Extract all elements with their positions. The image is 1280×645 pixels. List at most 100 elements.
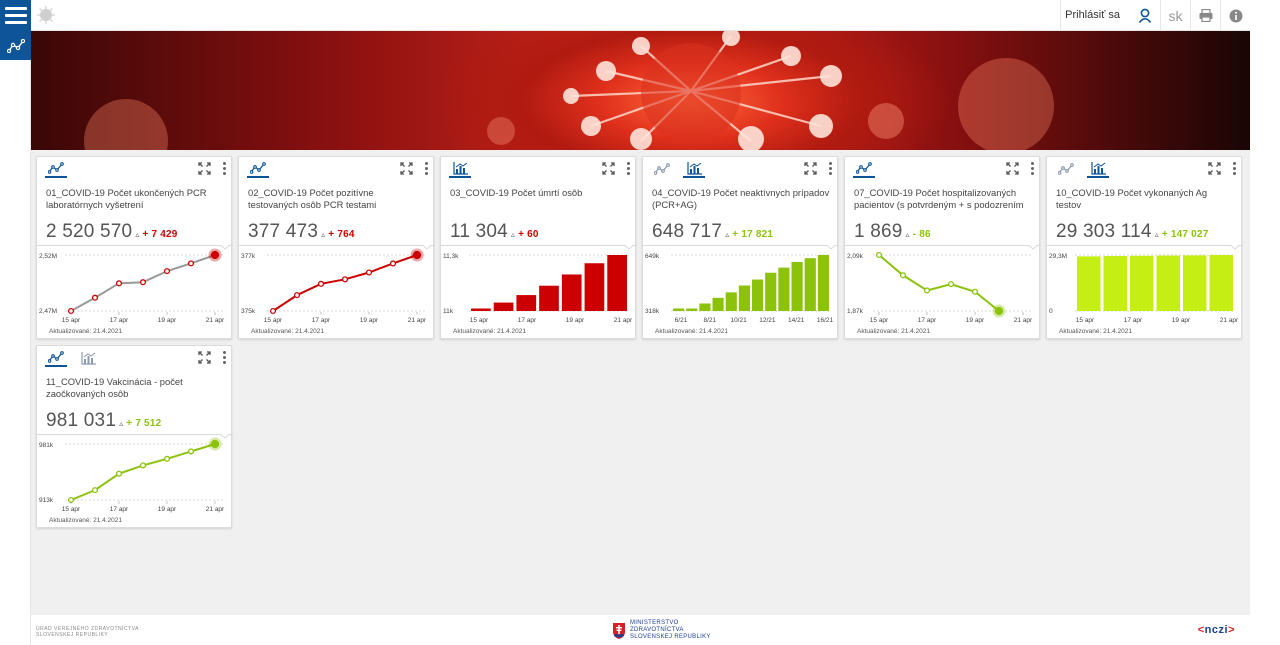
delta-triangle-icon: ▵ xyxy=(905,230,910,239)
card-value: 377 473 xyxy=(248,221,319,242)
hamburger-menu-button[interactable] xyxy=(0,0,31,31)
more-options-icon[interactable] xyxy=(828,162,832,175)
expand-icon[interactable] xyxy=(602,162,615,175)
data-point xyxy=(994,306,1004,316)
updated-timestamp: Aktualizované: 21.4.2021 xyxy=(251,328,324,335)
print-icon[interactable] xyxy=(1190,0,1220,31)
bar xyxy=(539,285,559,311)
card-value-row: 1 869 ▵ - 86 xyxy=(854,221,931,243)
tab-bar-chart[interactable] xyxy=(683,160,705,178)
more-options-icon[interactable] xyxy=(1030,162,1034,175)
ministry-line3: SLOVENSKEJ REPUBLIKY xyxy=(630,634,711,640)
dashboard-nav-button[interactable] xyxy=(0,31,31,60)
more-options-icon[interactable] xyxy=(424,162,428,175)
expand-icon[interactable] xyxy=(400,162,413,175)
card-delta: + 764 xyxy=(328,229,355,240)
expand-icon[interactable] xyxy=(198,351,211,364)
x-tick-label: 21 apr xyxy=(614,317,633,324)
card-value-row: 2 520 570 ▵ + 7 429 xyxy=(46,221,178,243)
x-tick-label: 19 apr xyxy=(158,506,177,513)
card-delta: + 17 821 xyxy=(732,229,774,240)
card-header xyxy=(1047,157,1241,181)
tab-line-chart[interactable] xyxy=(45,160,67,178)
card-value-row: 648 717 ▵ + 17 821 xyxy=(652,221,773,243)
card-header xyxy=(37,157,231,181)
x-tick-label: 12/21 xyxy=(759,317,776,324)
nczi-logo[interactable]: <nczi> xyxy=(1197,624,1235,636)
dashboard-card[interactable]: 01_COVID-19 Počet ukončených PCR laborat… xyxy=(36,156,233,339)
chart-top-border xyxy=(643,245,839,250)
expand-icon[interactable] xyxy=(1208,162,1221,175)
card-delta: + 147 027 xyxy=(1161,229,1209,240)
x-tick-label: 8/21 xyxy=(703,317,716,324)
data-point xyxy=(139,462,147,469)
updated-timestamp: Aktualizované: 21.4.2021 xyxy=(453,328,526,335)
card-value: 1 869 xyxy=(854,221,903,242)
uvz-logo[interactable]: ÚRAD VEREJNÉHO ZDRAVOTNÍCTVA SLOVENSKEJ … xyxy=(36,626,139,638)
data-point xyxy=(187,448,195,455)
dashboard-card[interactable]: 07_COVID-19 Počet hospitalizovaných paci… xyxy=(844,156,1041,339)
data-point xyxy=(187,260,195,267)
bar xyxy=(607,255,627,311)
trend-icon xyxy=(6,38,25,53)
bar xyxy=(738,285,750,311)
tab-line-chart[interactable] xyxy=(651,160,673,178)
delta-triangle-icon: ▵ xyxy=(1154,230,1159,239)
x-tick-label: 17 apr xyxy=(110,506,129,513)
expand-icon[interactable] xyxy=(804,162,817,175)
more-options-icon[interactable] xyxy=(222,162,226,175)
card-chart: 377k 375k 15 apr 17 apr 19 apr 21 apr xyxy=(239,245,435,324)
card-value-row: 377 473 ▵ + 764 xyxy=(248,221,355,243)
card-value-row: 11 304 ▵ + 60 xyxy=(450,221,539,243)
y-tick-label: 318k xyxy=(645,308,660,315)
dashboard-card[interactable]: 04_COVID-19 Počet neaktívnych prípadov (… xyxy=(642,156,839,339)
x-tick-label: 17 apr xyxy=(918,317,937,324)
updated-timestamp: Aktualizované: 21.4.2021 xyxy=(1059,328,1132,335)
dashboard-content: 01_COVID-19 Počet ukončených PCR laborat… xyxy=(31,150,1250,615)
x-tick-label: 21 apr xyxy=(1220,317,1239,324)
login-link[interactable]: Prihlásiť sa xyxy=(1060,0,1130,31)
dashboard-card[interactable]: 10_COVID-19 Počet vykonaných Ag testov 29… xyxy=(1046,156,1243,339)
info-icon[interactable] xyxy=(1220,0,1250,31)
bar xyxy=(791,261,803,311)
dashboard-card[interactable]: 02_COVID-19 Počet pozitívne testovaných … xyxy=(238,156,435,339)
tab-bar-chart[interactable] xyxy=(77,349,99,367)
chart-top-border xyxy=(37,434,233,439)
tab-line-chart[interactable] xyxy=(247,160,269,178)
data-point xyxy=(341,276,349,283)
card-chart: 2,52M 2,47M 15 apr 17 apr 19 apr 21 apr xyxy=(37,245,233,324)
tab-bar-chart[interactable] xyxy=(1087,160,1109,178)
card-value: 11 304 xyxy=(450,221,508,242)
card-delta: - 86 xyxy=(912,229,931,240)
more-options-icon[interactable] xyxy=(222,351,226,364)
card-title: 07_COVID-19 Počet hospitalizovaných paci… xyxy=(854,187,1024,213)
x-tick-label: 14/21 xyxy=(788,317,805,324)
expand-icon[interactable] xyxy=(198,162,211,175)
tab-bar-chart[interactable] xyxy=(449,160,471,178)
ministry-logo[interactable]: MINISTERSTVO ZDRAVOTNÍCTVA SLOVENSKEJ RE… xyxy=(613,620,711,641)
card-value: 648 717 xyxy=(652,221,723,242)
user-icon[interactable] xyxy=(1130,0,1160,31)
bar xyxy=(516,295,537,311)
language-switch[interactable]: sk xyxy=(1160,0,1190,31)
expand-icon[interactable] xyxy=(1006,162,1019,175)
x-tick-label: 19 apr xyxy=(158,317,177,324)
data-point xyxy=(365,269,373,276)
line-chart-icon xyxy=(48,351,64,363)
top-right-controls: Prihlásiť sa sk xyxy=(1060,0,1250,31)
y-tick-label: 11k xyxy=(443,308,454,315)
dashboard-card[interactable]: 03_COVID-19 Počet úmrtí osôb 11 304 ▵ + 60… xyxy=(440,156,637,339)
tab-line-chart[interactable] xyxy=(45,349,67,367)
data-point xyxy=(115,470,123,477)
more-options-icon[interactable] xyxy=(626,162,630,175)
more-options-icon[interactable] xyxy=(1232,162,1236,175)
data-point xyxy=(163,455,171,462)
tab-line-chart[interactable] xyxy=(1055,160,1077,178)
data-point xyxy=(115,280,123,287)
bar-chart-icon xyxy=(1090,161,1106,175)
bar xyxy=(752,279,764,311)
tab-line-chart[interactable] xyxy=(853,160,875,178)
dashboard-card[interactable]: 11_COVID-19 Vakcinácia - počet zaočkovan… xyxy=(36,345,233,528)
x-tick-label: 6/21 xyxy=(675,317,688,324)
bar xyxy=(804,258,816,311)
